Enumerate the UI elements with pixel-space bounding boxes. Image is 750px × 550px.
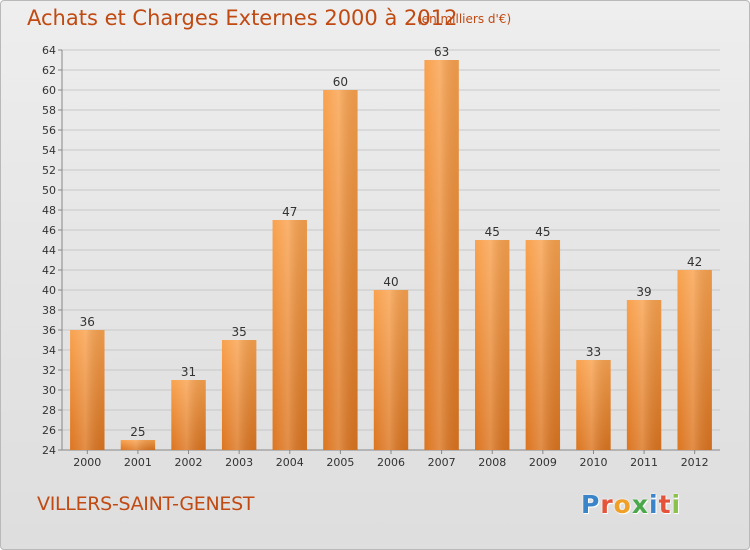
x-tick-label: 2002 [175, 456, 203, 469]
data-label: 42 [687, 255, 702, 269]
y-tick-label: 26 [42, 424, 56, 437]
logo-letter: t [658, 490, 672, 519]
y-tick-label: 56 [42, 124, 56, 137]
bar-highlight [323, 90, 358, 450]
x-tick-label: 2004 [276, 456, 304, 469]
logo-letter: P [581, 490, 601, 519]
y-tick-label: 44 [42, 244, 56, 257]
data-label: 33 [586, 345, 601, 359]
y-tick-label: 34 [42, 344, 56, 357]
y-tick-label: 40 [42, 284, 56, 297]
location-name: VILLERS-SAINT-GENEST [37, 493, 255, 515]
data-label: 60 [333, 75, 348, 89]
y-tick-label: 52 [42, 164, 56, 177]
bar-highlight [626, 300, 662, 450]
bar-highlight [677, 270, 712, 450]
y-tick-label: 28 [42, 404, 56, 417]
data-label: 36 [80, 315, 95, 329]
bar-highlight [272, 220, 307, 450]
x-tick-label: 2001 [124, 456, 152, 469]
data-label: 31 [181, 365, 196, 379]
bar-highlight [70, 330, 105, 450]
y-tick-label: 24 [42, 444, 56, 457]
bar-highlight [424, 60, 459, 450]
bar-highlight [576, 360, 611, 450]
bar-highlight [171, 380, 206, 450]
x-tick-label: 2005 [326, 456, 354, 469]
x-tick-label: 2008 [478, 456, 506, 469]
y-tick-label: 42 [42, 264, 56, 277]
x-tick-label: 2011 [630, 456, 658, 469]
logo-letter: x [631, 490, 649, 519]
bar-highlight [373, 290, 409, 450]
data-label: 45 [535, 225, 550, 239]
y-tick-label: 62 [42, 64, 56, 77]
data-label: 45 [485, 225, 500, 239]
y-tick-label: 50 [42, 184, 56, 197]
data-label: 47 [282, 205, 297, 219]
data-label: 25 [130, 425, 145, 439]
bar-highlight [221, 340, 257, 450]
logo-letter: r [600, 490, 614, 519]
logo-letter: i [671, 490, 682, 519]
data-label: 63 [434, 45, 449, 59]
x-tick-label: 2003 [225, 456, 253, 469]
x-tick-label: 2007 [428, 456, 456, 469]
x-tick-label: 2009 [529, 456, 557, 469]
data-label: 39 [636, 285, 651, 299]
chart-title: Achats et Charges Externes 2000 à 2012 [27, 6, 458, 30]
y-tick-label: 32 [42, 364, 56, 377]
logo-letter: i [649, 490, 659, 519]
y-tick-label: 46 [42, 224, 56, 237]
y-tick-label: 36 [42, 324, 56, 337]
x-tick-label: 2010 [579, 456, 607, 469]
x-tick-label: 2006 [377, 456, 405, 469]
y-tick-label: 30 [42, 384, 56, 397]
data-label: 40 [383, 275, 398, 289]
x-tick-label: 2000 [73, 456, 101, 469]
bar-highlight [475, 240, 510, 450]
y-tick-label: 54 [42, 144, 56, 157]
y-tick-label: 48 [42, 204, 56, 217]
data-label: 35 [232, 325, 247, 339]
proxiti-logo: Proxiti [581, 490, 681, 519]
y-tick-label: 58 [42, 104, 56, 117]
y-tick-label: 64 [42, 44, 56, 57]
y-tick-label: 38 [42, 304, 56, 317]
bar-highlight [120, 440, 156, 450]
logo-letter: o [613, 490, 632, 519]
y-tick-label: 60 [42, 84, 56, 97]
x-tick-label: 2012 [681, 456, 709, 469]
chart-subtitle: (en milliers d'€) [417, 12, 512, 26]
bar-highlight [525, 240, 561, 450]
